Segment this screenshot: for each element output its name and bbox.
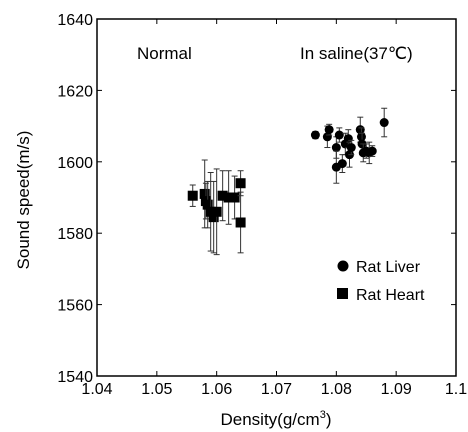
data-point-rat-heart (235, 217, 246, 228)
data-point-rat-liver (367, 146, 377, 156)
x-tick-label: 1.1 (445, 381, 467, 398)
y-axis-label: Sound speed(m/s) (14, 131, 33, 270)
data-point-rat-liver (356, 132, 366, 142)
legend-label-rat-liver: Rat Liver (356, 259, 421, 276)
data-point-rat-heart (229, 192, 240, 203)
x-axis-label-superscript: 3 (320, 409, 326, 421)
plot-frame (96, 18, 457, 377)
y-tick-label: 1640 (57, 12, 93, 29)
y-tick-label: 1600 (57, 155, 93, 172)
x-axis-label-text: Density(g/cm (221, 410, 320, 429)
data-point-rat-heart (205, 206, 216, 217)
data-point-rat-liver (346, 143, 356, 153)
axis-ticks: 1.04 1.05 1.06 1.07 1.08 1.09 1.1 1540 1560 1580 1… (57, 12, 467, 398)
data-point-rat-heart (211, 206, 222, 217)
x-tick-label: 1.09 (381, 381, 412, 398)
legend-marker-rat-heart (337, 288, 348, 299)
x-tick-label: 1.08 (321, 381, 352, 398)
y-tick-label: 1540 (57, 369, 93, 386)
annotation-saline: In saline(37℃) (300, 44, 413, 63)
data-point-rat-heart (217, 190, 228, 201)
data-point-rat-heart (235, 178, 246, 189)
annotation-normal: Normal (137, 44, 192, 63)
data-point-rat-heart (208, 212, 219, 223)
data-point-rat-liver (331, 143, 341, 153)
y-tick-label: 1560 (57, 298, 93, 315)
legend-marker-rat-liver (337, 260, 349, 272)
x-tick-label: 1.04 (81, 381, 112, 398)
data-point-rat-heart (202, 199, 213, 210)
data-point-rat-liver (324, 125, 334, 135)
x-axis-label: Density(g/cm3) (221, 409, 332, 429)
y-tick-label: 1580 (57, 226, 93, 243)
data-point-rat-liver (337, 159, 347, 169)
data-point-rat-heart (187, 190, 198, 201)
y-tick-label: 1620 (57, 83, 93, 100)
data-point-rat-liver (334, 130, 344, 140)
data-point-rat-heart (223, 192, 234, 203)
x-tick-label: 1.06 (201, 381, 232, 398)
x-tick-label: 1.07 (261, 381, 292, 398)
x-tick-label: 1.05 (141, 381, 172, 398)
data-marks (187, 107, 389, 256)
x-axis-label-suffix: ) (326, 410, 332, 429)
data-point-rat-liver (310, 130, 320, 140)
legend-label-rat-heart: Rat Heart (356, 287, 425, 304)
data-point-rat-liver (379, 118, 389, 128)
legend: Rat Liver Rat Heart (337, 259, 425, 304)
data-point-rat-heart (199, 188, 210, 199)
